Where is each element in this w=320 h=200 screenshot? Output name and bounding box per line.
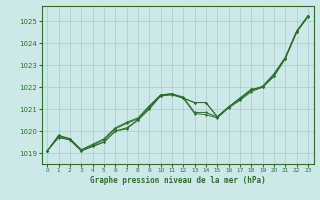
X-axis label: Graphe pression niveau de la mer (hPa): Graphe pression niveau de la mer (hPa)	[90, 176, 266, 185]
